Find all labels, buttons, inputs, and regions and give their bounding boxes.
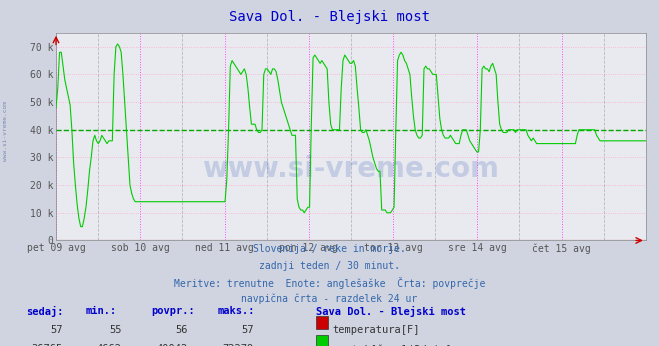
Text: www.si-vreme.com: www.si-vreme.com — [202, 155, 500, 182]
Text: www.si-vreme.com: www.si-vreme.com — [3, 101, 8, 162]
Text: 57: 57 — [241, 325, 254, 335]
Text: Sava Dol. - Blejski most: Sava Dol. - Blejski most — [229, 10, 430, 24]
Text: sedaj:: sedaj: — [26, 306, 64, 317]
Text: 55: 55 — [109, 325, 122, 335]
Text: zadnji teden / 30 minut.: zadnji teden / 30 minut. — [259, 261, 400, 271]
Text: 36765: 36765 — [32, 344, 63, 346]
Text: Meritve: trenutne  Enote: anglešaške  Črta: povprečje: Meritve: trenutne Enote: anglešaške Črta… — [174, 277, 485, 289]
Text: maks.:: maks.: — [217, 306, 255, 316]
Text: temperatura[F]: temperatura[F] — [333, 325, 420, 335]
Text: 57: 57 — [50, 325, 63, 335]
Text: 40042: 40042 — [157, 344, 188, 346]
Text: navpična črta - razdelek 24 ur: navpična črta - razdelek 24 ur — [241, 294, 418, 304]
Text: 72279: 72279 — [223, 344, 254, 346]
Text: Sava Dol. - Blejski most: Sava Dol. - Blejski most — [316, 306, 467, 317]
Text: pretok[čevelj3/min]: pretok[čevelj3/min] — [333, 344, 451, 346]
Text: 4662: 4662 — [97, 344, 122, 346]
Text: min.:: min.: — [86, 306, 117, 316]
Text: povpr.:: povpr.: — [152, 306, 195, 316]
Text: Slovenija / reke in morje.: Slovenija / reke in morje. — [253, 244, 406, 254]
Text: 56: 56 — [175, 325, 188, 335]
